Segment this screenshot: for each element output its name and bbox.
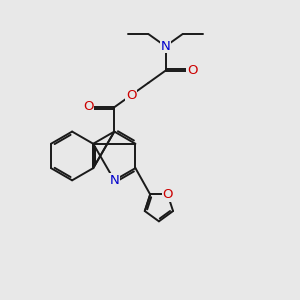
Text: O: O (162, 188, 173, 201)
Text: O: O (187, 64, 197, 76)
Text: N: N (110, 174, 119, 187)
Text: O: O (83, 100, 94, 113)
Text: N: N (160, 40, 170, 53)
Text: O: O (126, 88, 136, 101)
